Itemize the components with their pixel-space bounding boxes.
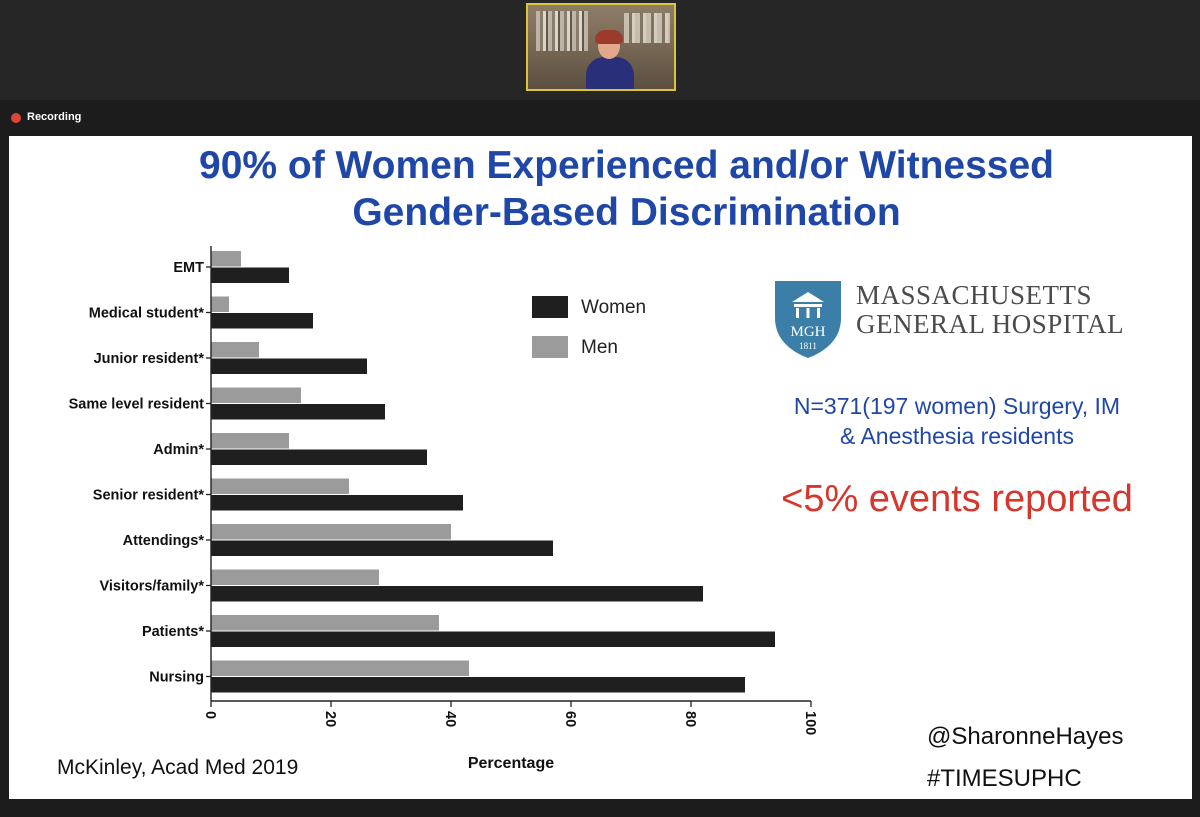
study-line: & Anesthesia residents: [840, 423, 1074, 449]
slide-title-line: 90% of Women Experienced and/or Witnesse…: [199, 144, 1054, 187]
bar-women: [211, 267, 289, 283]
speaker-figure: [586, 30, 634, 89]
bar-women: [211, 449, 427, 465]
y-tick-label: Visitors/family*: [99, 579, 204, 595]
slide-title: 90% of Women Experienced and/or Witnesse…: [9, 142, 1200, 236]
bar-men: [211, 524, 451, 540]
bookshelf: [624, 13, 670, 43]
y-tick-label: Patients*: [142, 624, 204, 640]
y-tick-label: Medical student*: [89, 306, 205, 322]
x-tick-label: 100: [802, 711, 818, 735]
study-line: N=371(197 women) Surgery, IM: [793, 393, 1121, 419]
bar-women: [211, 358, 367, 374]
legend-label-men: Men: [581, 337, 618, 358]
twitter-handle: @SharonneHayes: [927, 723, 1124, 750]
bar-women: [211, 313, 313, 329]
x-tick-label: 40: [442, 711, 458, 727]
y-tick-label: Senior resident*: [93, 488, 205, 504]
hashtag: #TIMESUPHC: [927, 765, 1082, 792]
bar-men: [211, 433, 289, 449]
speaker-video-thumbnail[interactable]: [526, 3, 676, 91]
bar-women: [211, 677, 745, 693]
recording-dot-icon: [11, 113, 21, 123]
bar-women: [211, 631, 775, 647]
x-axis-label: Percentage: [468, 755, 554, 772]
bar-chart: EMT Medical student* Junior resident* Same …: [69, 246, 818, 772]
mgh-shield-icon: MGH 1811: [775, 281, 841, 358]
x-tick-label: 80: [682, 711, 698, 727]
recording-indicator: Recording: [0, 108, 1200, 132]
legend-swatch-women: [532, 296, 568, 318]
recording-label: Recording: [27, 111, 82, 123]
bar-men: [211, 296, 229, 312]
bar-men: [211, 251, 241, 267]
bar-men: [211, 660, 469, 676]
y-tick-label: EMT: [173, 260, 204, 276]
logo-name-line: MASSACHUSETTS: [856, 280, 1093, 310]
slide-title-line: Gender-Based Discrimination: [352, 191, 901, 234]
y-tick-label: Admin*: [153, 442, 204, 458]
bar-women: [211, 495, 463, 511]
x-tick-label: 20: [322, 711, 338, 727]
reported-events-callout: <5% events reported: [781, 478, 1133, 520]
bar-men: [211, 342, 259, 358]
logo-wordmark: MASSACHUSETTS GENERAL HOSPITAL: [856, 281, 1124, 339]
mgh-logo: MGH 1811 MASSACHUSETTS GENERAL HOSPITAL: [772, 278, 1172, 360]
bar-men: [211, 387, 301, 403]
bar-men: [211, 615, 439, 631]
logo-name-line: GENERAL HOSPITAL: [856, 309, 1125, 339]
shared-slide: 90% of Women Experienced and/or Witnesse…: [9, 136, 1192, 799]
meeting-top-bar: [0, 0, 1200, 100]
bookshelf: [536, 11, 588, 51]
bar-women: [211, 540, 553, 556]
bar-men: [211, 569, 379, 585]
bar-men: [211, 478, 349, 494]
legend-label-women: Women: [581, 297, 646, 318]
y-tick-label: Same level resident: [69, 397, 205, 413]
y-tick-label: Attendings*: [123, 533, 205, 549]
citation: McKinley, Acad Med 2019: [57, 756, 299, 779]
study-description: N=371(197 women) Surgery, IM & Anesthesi…: [729, 391, 1185, 451]
x-tick-label: 60: [562, 711, 578, 727]
bar-women: [211, 404, 385, 420]
logo-monogram: MGH: [790, 324, 825, 340]
logo-year: 1811: [799, 341, 817, 351]
bar-women: [211, 586, 703, 602]
legend-swatch-men: [532, 336, 568, 358]
y-tick-label: Junior resident*: [94, 351, 205, 367]
x-tick-label: 0: [202, 711, 218, 719]
y-tick-label: Nursing: [149, 670, 204, 686]
